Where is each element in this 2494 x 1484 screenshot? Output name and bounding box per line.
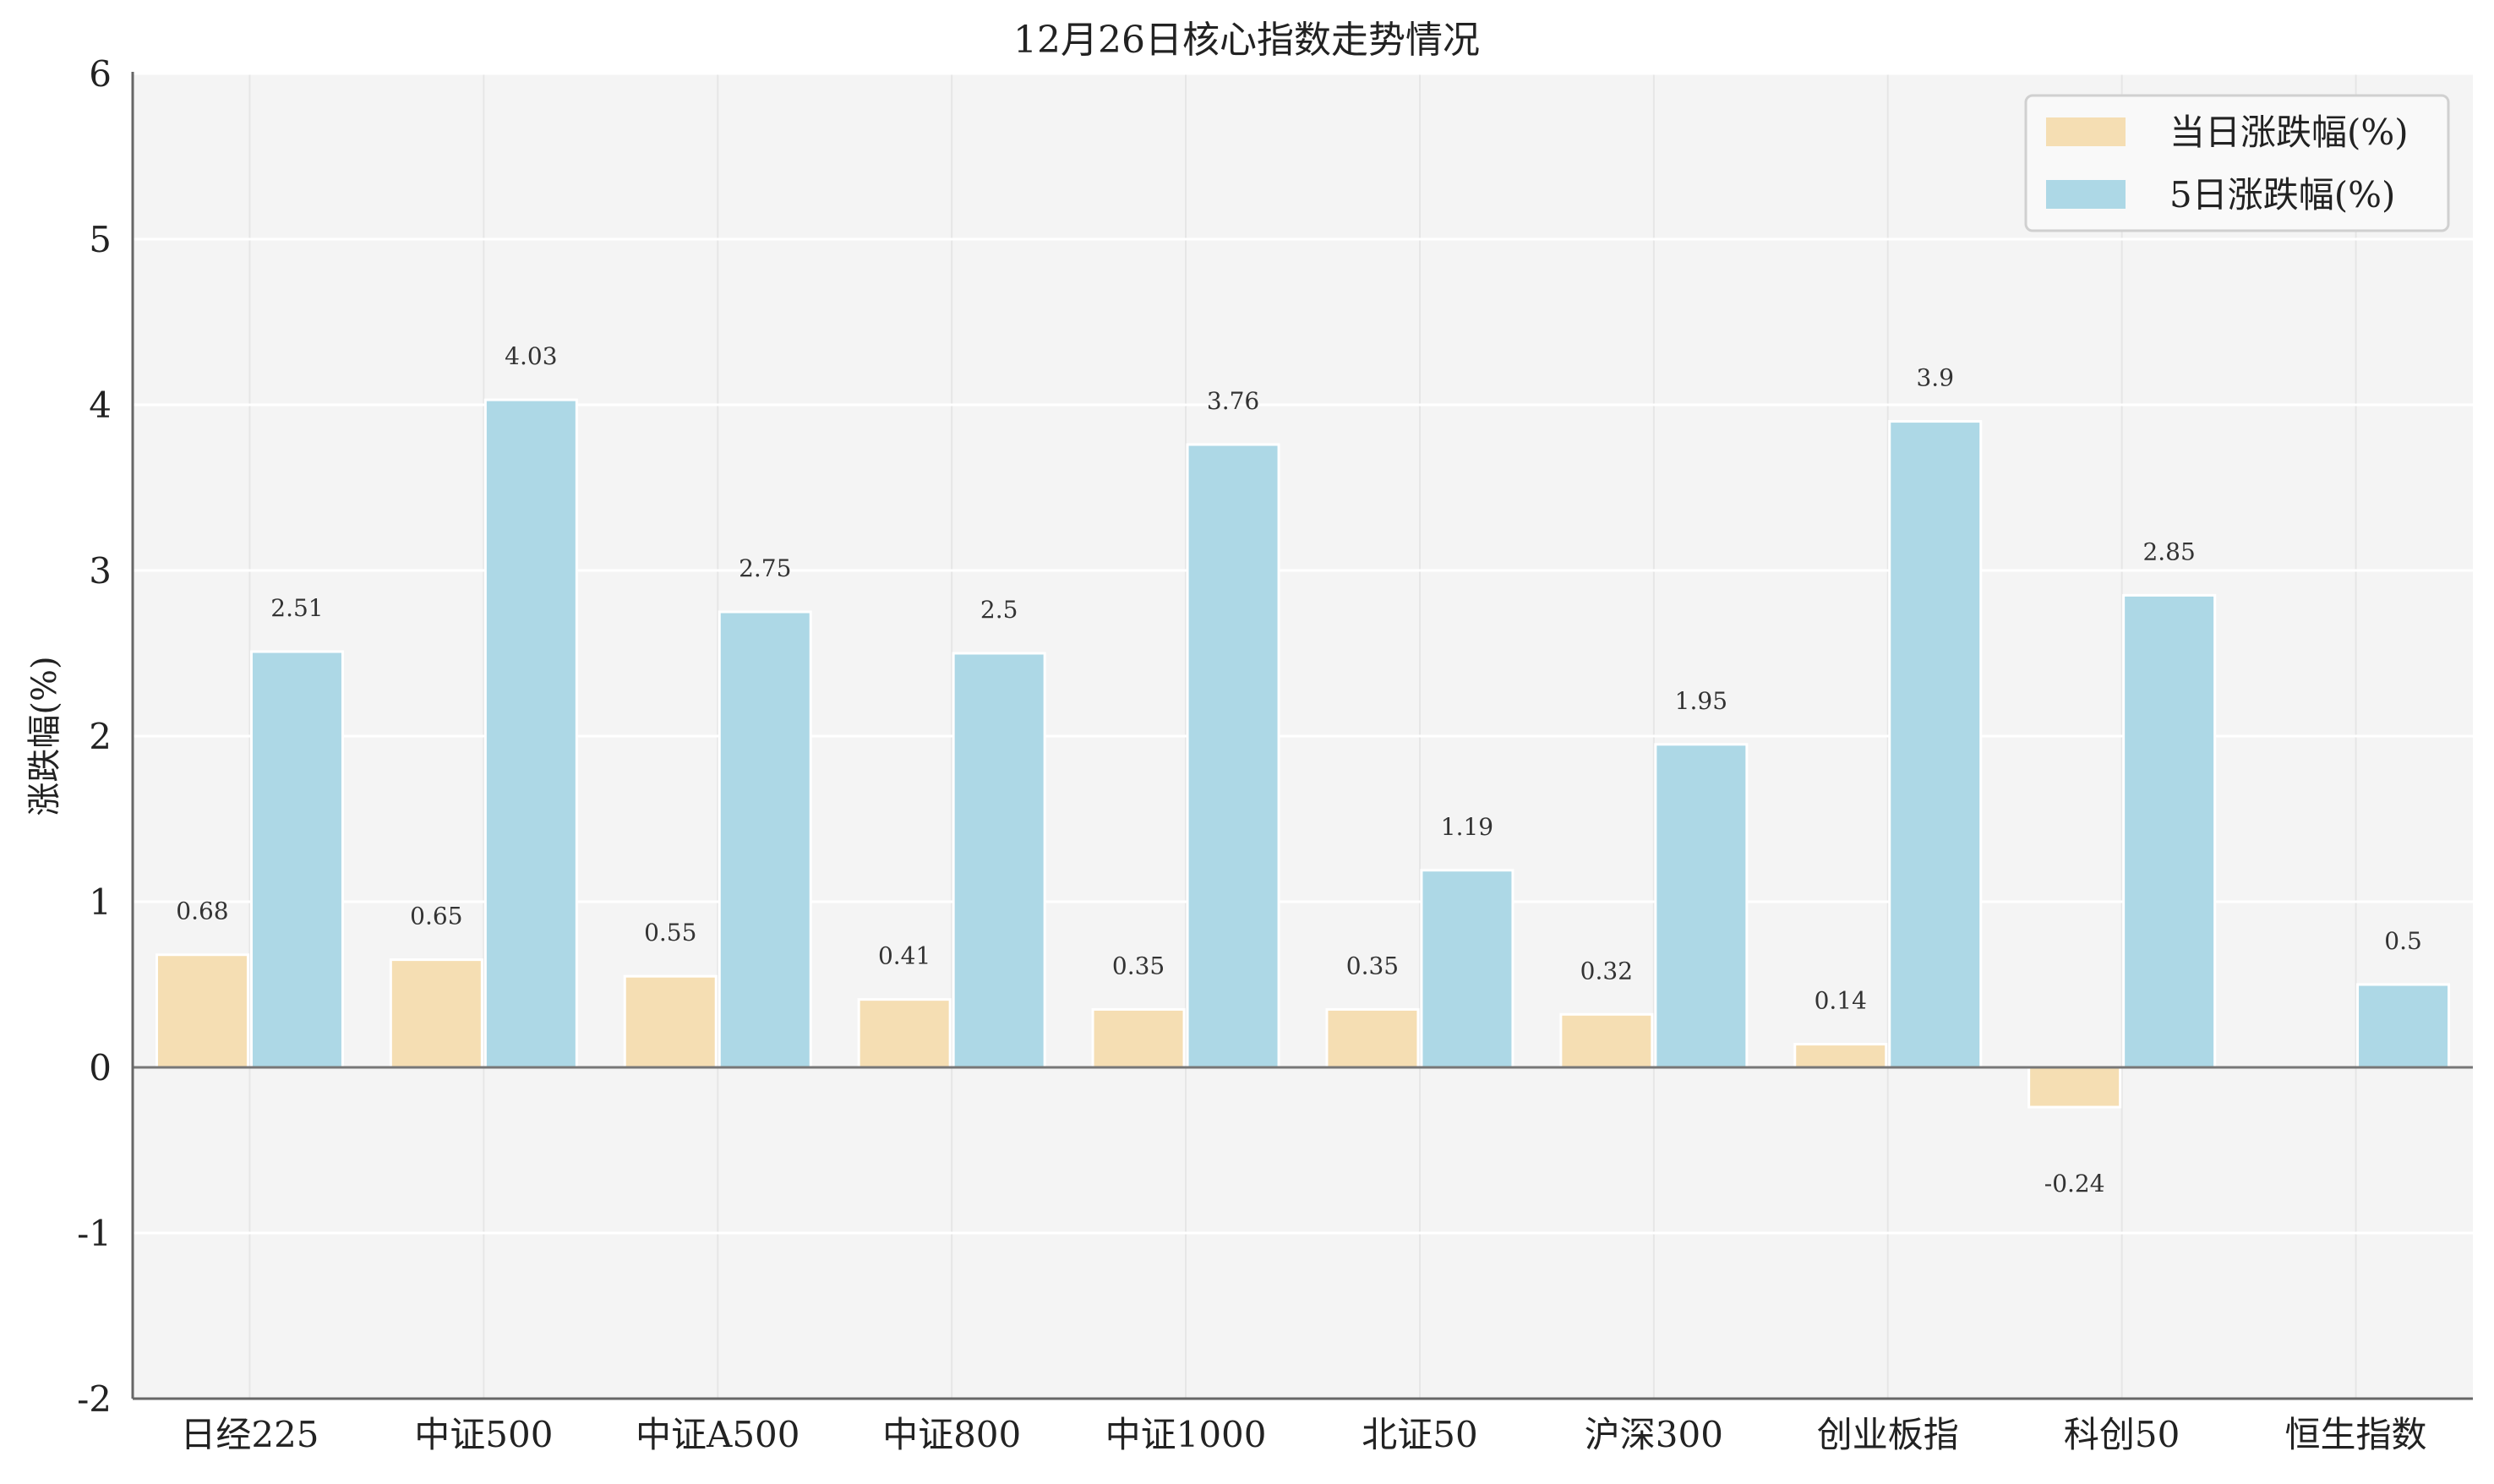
legend-box: [2024, 94, 2450, 232]
bar: [1654, 743, 1749, 1069]
bar: [857, 998, 952, 1069]
y-tick-label: 0: [89, 1047, 112, 1088]
bar: [718, 610, 812, 1069]
data-label: 2.85: [2142, 537, 2195, 565]
legend-label: 5日涨跌幅(%): [2169, 174, 2395, 216]
x-tick-label: 中证800: [882, 1414, 1021, 1455]
bar: [483, 398, 578, 1069]
data-label: 0.35: [1112, 952, 1165, 979]
legend-label: 当日涨跌幅(%): [2169, 112, 2409, 153]
bar: [952, 652, 1046, 1069]
data-label: 0.55: [644, 919, 696, 947]
y-tick-label: 4: [89, 385, 112, 426]
x-tick-label: 沪深300: [1585, 1414, 1723, 1455]
data-label: 0.32: [1580, 957, 1633, 985]
data-label: 4.03: [505, 342, 557, 370]
bar: [1325, 1007, 1420, 1069]
bar: [1186, 443, 1280, 1069]
data-label: 0.65: [410, 903, 462, 930]
bar: [623, 974, 718, 1069]
bar: [2027, 1066, 2122, 1109]
bar: [1420, 869, 1514, 1069]
x-tick-label: 北证50: [1362, 1414, 1477, 1455]
data-label: 2.51: [270, 594, 323, 622]
legend-swatch: [2046, 180, 2126, 209]
data-label: -0.24: [2044, 1170, 2105, 1198]
bar: [1091, 1007, 1186, 1069]
x-tick-label: 恒生指数: [2285, 1414, 2427, 1455]
y-tick-label: 5: [89, 219, 112, 260]
bar: [389, 958, 483, 1069]
bar: [1888, 420, 1983, 1069]
x-tick-label: 创业板指: [1817, 1414, 1959, 1455]
chart-title: 12月26日核心指数走势情况: [1013, 19, 1480, 62]
y-tick-label: 3: [89, 550, 112, 592]
x-tick-label: 中证500: [414, 1414, 553, 1455]
data-label: 3.76: [1207, 387, 1259, 415]
y-tick-label: -1: [77, 1213, 112, 1254]
data-label: 3.9: [1916, 364, 1954, 392]
x-tick-label: 日经225: [180, 1414, 319, 1455]
bar: [249, 650, 344, 1069]
bar: [2122, 593, 2217, 1069]
data-label: 0.5: [2384, 927, 2422, 955]
bar: [2356, 983, 2451, 1069]
data-label: 0.14: [1815, 987, 1867, 1015]
bar: [1793, 1043, 1888, 1069]
y-tick-label: 2: [89, 716, 112, 757]
data-label: 2.5: [980, 596, 1018, 624]
data-label: 0.41: [878, 942, 930, 970]
bar: [155, 953, 249, 1069]
x-tick-label: 中证1000: [1105, 1414, 1267, 1455]
y-axis-label: 涨跌幅(%): [25, 656, 64, 816]
data-label: 2.75: [739, 554, 791, 582]
data-label: 0.68: [176, 897, 228, 925]
x-tick-label: 中证A500: [636, 1414, 800, 1455]
data-label: 0.35: [1346, 952, 1399, 979]
data-label: 1.19: [1441, 813, 1493, 841]
y-tick-label: 6: [89, 53, 112, 95]
data-label: 1.95: [1675, 687, 1727, 715]
x-tick-label: 科创50: [2064, 1414, 2180, 1455]
y-tick-label: 1: [89, 881, 112, 923]
y-tick-label: -2: [77, 1378, 112, 1420]
bar: [1559, 1012, 1654, 1069]
legend-swatch: [2046, 117, 2126, 146]
